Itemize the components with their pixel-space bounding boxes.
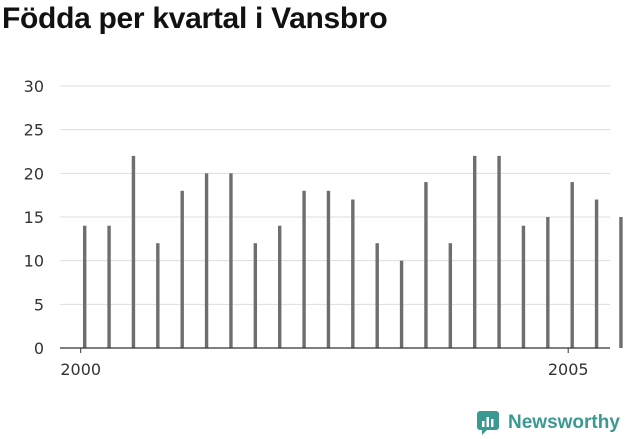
y-tick-label: 10: [24, 252, 44, 271]
bar: [546, 217, 550, 348]
newsworthy-logo-icon: [477, 411, 499, 435]
x-tick-label: 2000: [60, 360, 101, 379]
bar: [351, 199, 355, 348]
gridlines: [60, 85, 610, 305]
bars: [83, 155, 623, 348]
y-tick-label: 25: [24, 121, 44, 140]
y-tick-label: 20: [24, 164, 44, 183]
y-tick-label: 30: [24, 77, 44, 96]
y-tick-label: 0: [34, 339, 44, 358]
bar: [619, 217, 623, 348]
bar: [180, 190, 184, 348]
newsworthy-brand[interactable]: Newsworthy: [476, 409, 620, 437]
bar: [473, 155, 477, 348]
bar: [107, 225, 111, 348]
bar: [229, 173, 233, 348]
bar: [326, 190, 331, 348]
bar: [131, 155, 136, 348]
y-tick-label: 15: [24, 208, 44, 227]
bar: [375, 243, 379, 348]
y-axis-ticks: 0 5 10 15 20 25 30: [24, 77, 44, 358]
bar: [83, 225, 87, 348]
chart-title: Födda per kvartal i Vansbro: [2, 2, 388, 35]
bar: [448, 243, 453, 348]
x-axis: 200020052010201520202025: [60, 347, 610, 379]
bar: [594, 199, 599, 348]
brand-name: Newsworthy: [508, 412, 620, 433]
bar: [204, 173, 209, 348]
bar: [278, 225, 282, 348]
bar: [156, 243, 160, 348]
bar: [302, 190, 306, 348]
bar: [497, 155, 501, 348]
bar: [399, 260, 404, 348]
y-tick-label: 5: [34, 295, 44, 314]
bar: [521, 225, 526, 348]
bar: [253, 243, 258, 348]
bar: [570, 182, 574, 348]
bar: [424, 182, 428, 348]
x-tick-label: 2005: [548, 360, 589, 379]
